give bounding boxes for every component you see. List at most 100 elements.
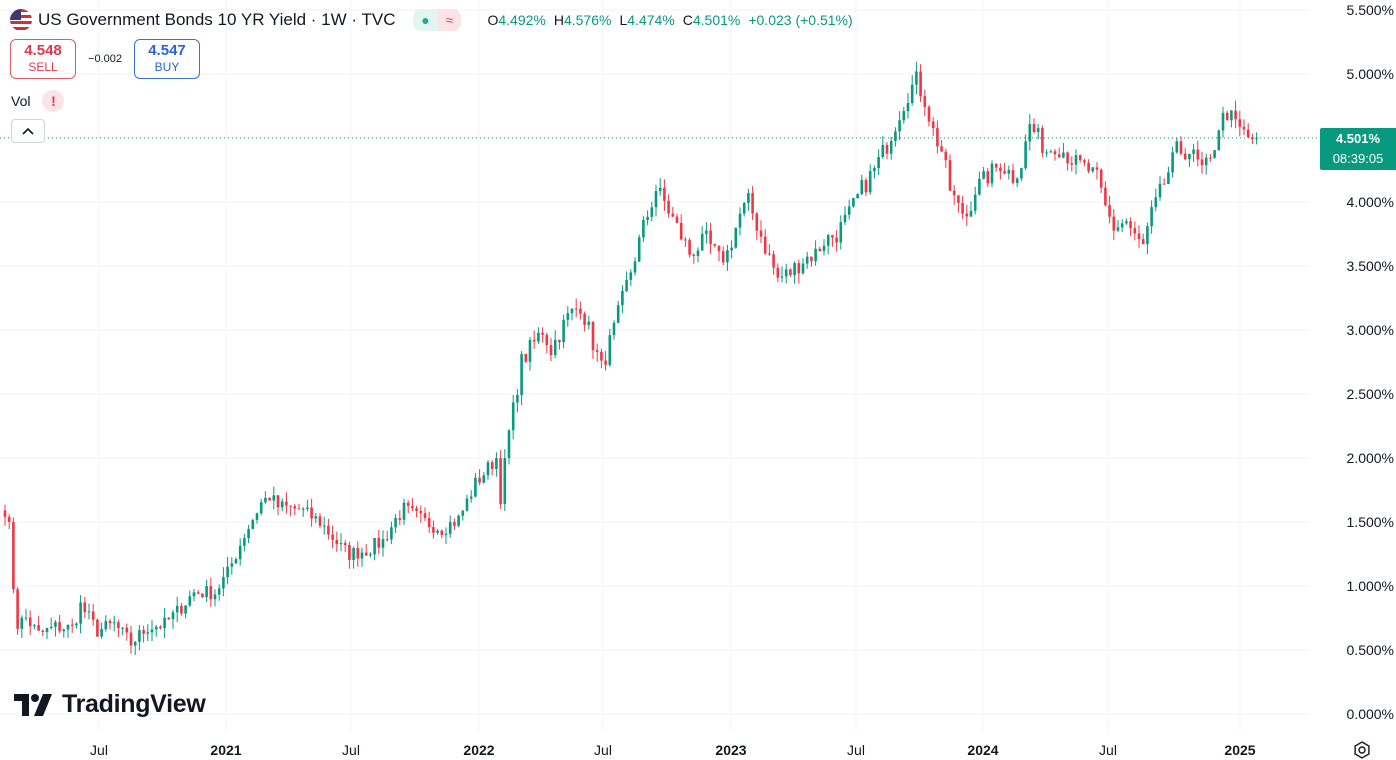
candle bbox=[318, 513, 322, 529]
candle bbox=[310, 498, 313, 527]
candle bbox=[133, 640, 137, 655]
candle bbox=[87, 603, 91, 620]
candle bbox=[1024, 134, 1027, 171]
candle bbox=[419, 505, 423, 523]
y-tick-label: 4.000% bbox=[1347, 194, 1394, 210]
candle bbox=[713, 243, 717, 248]
candle bbox=[1036, 123, 1040, 140]
candle bbox=[658, 178, 662, 196]
candle bbox=[490, 460, 494, 476]
y-tick-label: 5.500% bbox=[1347, 2, 1394, 18]
candle bbox=[906, 93, 910, 119]
settings-gear-icon[interactable] bbox=[1352, 740, 1372, 760]
y-tick-label: 2.000% bbox=[1347, 450, 1394, 466]
ohlc-readout: O4.492% H4.576% L4.474% C4.501% +0.023 (… bbox=[487, 12, 852, 28]
candle bbox=[1011, 163, 1015, 185]
symbol-title[interactable]: US Government Bonds 10 YR Yield · 1W · T… bbox=[38, 10, 396, 29]
candle bbox=[222, 567, 225, 597]
candle bbox=[868, 164, 872, 195]
candle bbox=[873, 165, 876, 179]
candle bbox=[159, 625, 162, 630]
candle bbox=[633, 257, 637, 276]
candle bbox=[1255, 132, 1258, 145]
candle bbox=[264, 491, 267, 504]
candle bbox=[990, 160, 994, 188]
candle bbox=[1137, 225, 1141, 248]
candle bbox=[801, 258, 805, 275]
candle bbox=[818, 246, 822, 252]
buy-label: BUY bbox=[154, 60, 180, 74]
candle bbox=[1049, 149, 1053, 153]
candle bbox=[994, 163, 998, 172]
warning-icon[interactable]: ! bbox=[42, 90, 65, 112]
y-tick-label: 1.500% bbox=[1347, 514, 1394, 530]
candle bbox=[894, 127, 897, 147]
candle bbox=[499, 450, 502, 510]
candle bbox=[772, 250, 775, 275]
candle bbox=[306, 499, 309, 512]
candle bbox=[852, 198, 855, 208]
collapse-button[interactable] bbox=[11, 119, 45, 143]
candle bbox=[33, 624, 36, 630]
candle bbox=[352, 546, 355, 569]
buy-button[interactable]: 4.547 BUY bbox=[134, 39, 200, 79]
candle bbox=[1204, 153, 1208, 175]
candle bbox=[1230, 110, 1233, 128]
candle bbox=[789, 268, 792, 277]
candle bbox=[1074, 149, 1078, 175]
candle bbox=[1183, 148, 1187, 161]
candle bbox=[978, 171, 981, 196]
candle bbox=[663, 179, 666, 211]
candle bbox=[255, 512, 259, 524]
candle bbox=[444, 527, 448, 544]
candle bbox=[49, 617, 53, 630]
tradingview-logo[interactable]: TradingView bbox=[14, 690, 206, 719]
sell-button[interactable]: 4.548 SELL bbox=[10, 39, 76, 79]
candle bbox=[965, 204, 969, 226]
candle bbox=[881, 136, 885, 159]
candle bbox=[1116, 220, 1120, 233]
approx-icon: ≈ bbox=[437, 9, 462, 31]
low-value: 4.474% bbox=[627, 12, 675, 28]
candle bbox=[591, 321, 595, 360]
status-pill[interactable]: ● ≈ bbox=[413, 9, 462, 31]
candlestick-series bbox=[0, 61, 1320, 655]
candle bbox=[650, 201, 654, 222]
sell-label: SELL bbox=[28, 60, 58, 74]
candle bbox=[805, 251, 809, 269]
spread-value: −0.002 bbox=[88, 53, 122, 65]
candle bbox=[629, 269, 633, 287]
candle bbox=[1020, 167, 1023, 182]
candle bbox=[915, 61, 918, 95]
candle bbox=[969, 201, 973, 218]
candle bbox=[201, 593, 204, 599]
candle bbox=[79, 595, 82, 634]
candle bbox=[373, 537, 376, 561]
sell-price: 4.548 bbox=[24, 42, 62, 59]
candle bbox=[243, 533, 246, 552]
time-axis: Jul 2021 Jul 2022 Jul 2023 Jul 2024 Jul 2025 bbox=[90, 742, 1256, 758]
candle bbox=[902, 106, 906, 124]
candle bbox=[1238, 110, 1242, 137]
candle bbox=[259, 498, 263, 516]
candle bbox=[747, 188, 750, 211]
candle bbox=[1221, 106, 1225, 138]
volume-indicator[interactable]: Vol ! bbox=[11, 90, 65, 112]
y-tick-label: 3.000% bbox=[1347, 322, 1394, 338]
candle bbox=[646, 210, 649, 226]
candle bbox=[289, 505, 292, 517]
high-value: 4.576% bbox=[563, 12, 612, 28]
candle bbox=[1007, 165, 1011, 180]
candle bbox=[936, 120, 939, 154]
candle bbox=[486, 460, 490, 480]
candle bbox=[532, 330, 536, 349]
candle bbox=[83, 596, 87, 619]
candle bbox=[1066, 151, 1069, 171]
candle bbox=[335, 531, 339, 552]
candle bbox=[1158, 175, 1162, 201]
volume-label: Vol bbox=[11, 93, 31, 109]
candle bbox=[394, 514, 397, 533]
candle bbox=[944, 148, 948, 168]
candle bbox=[1053, 149, 1057, 161]
